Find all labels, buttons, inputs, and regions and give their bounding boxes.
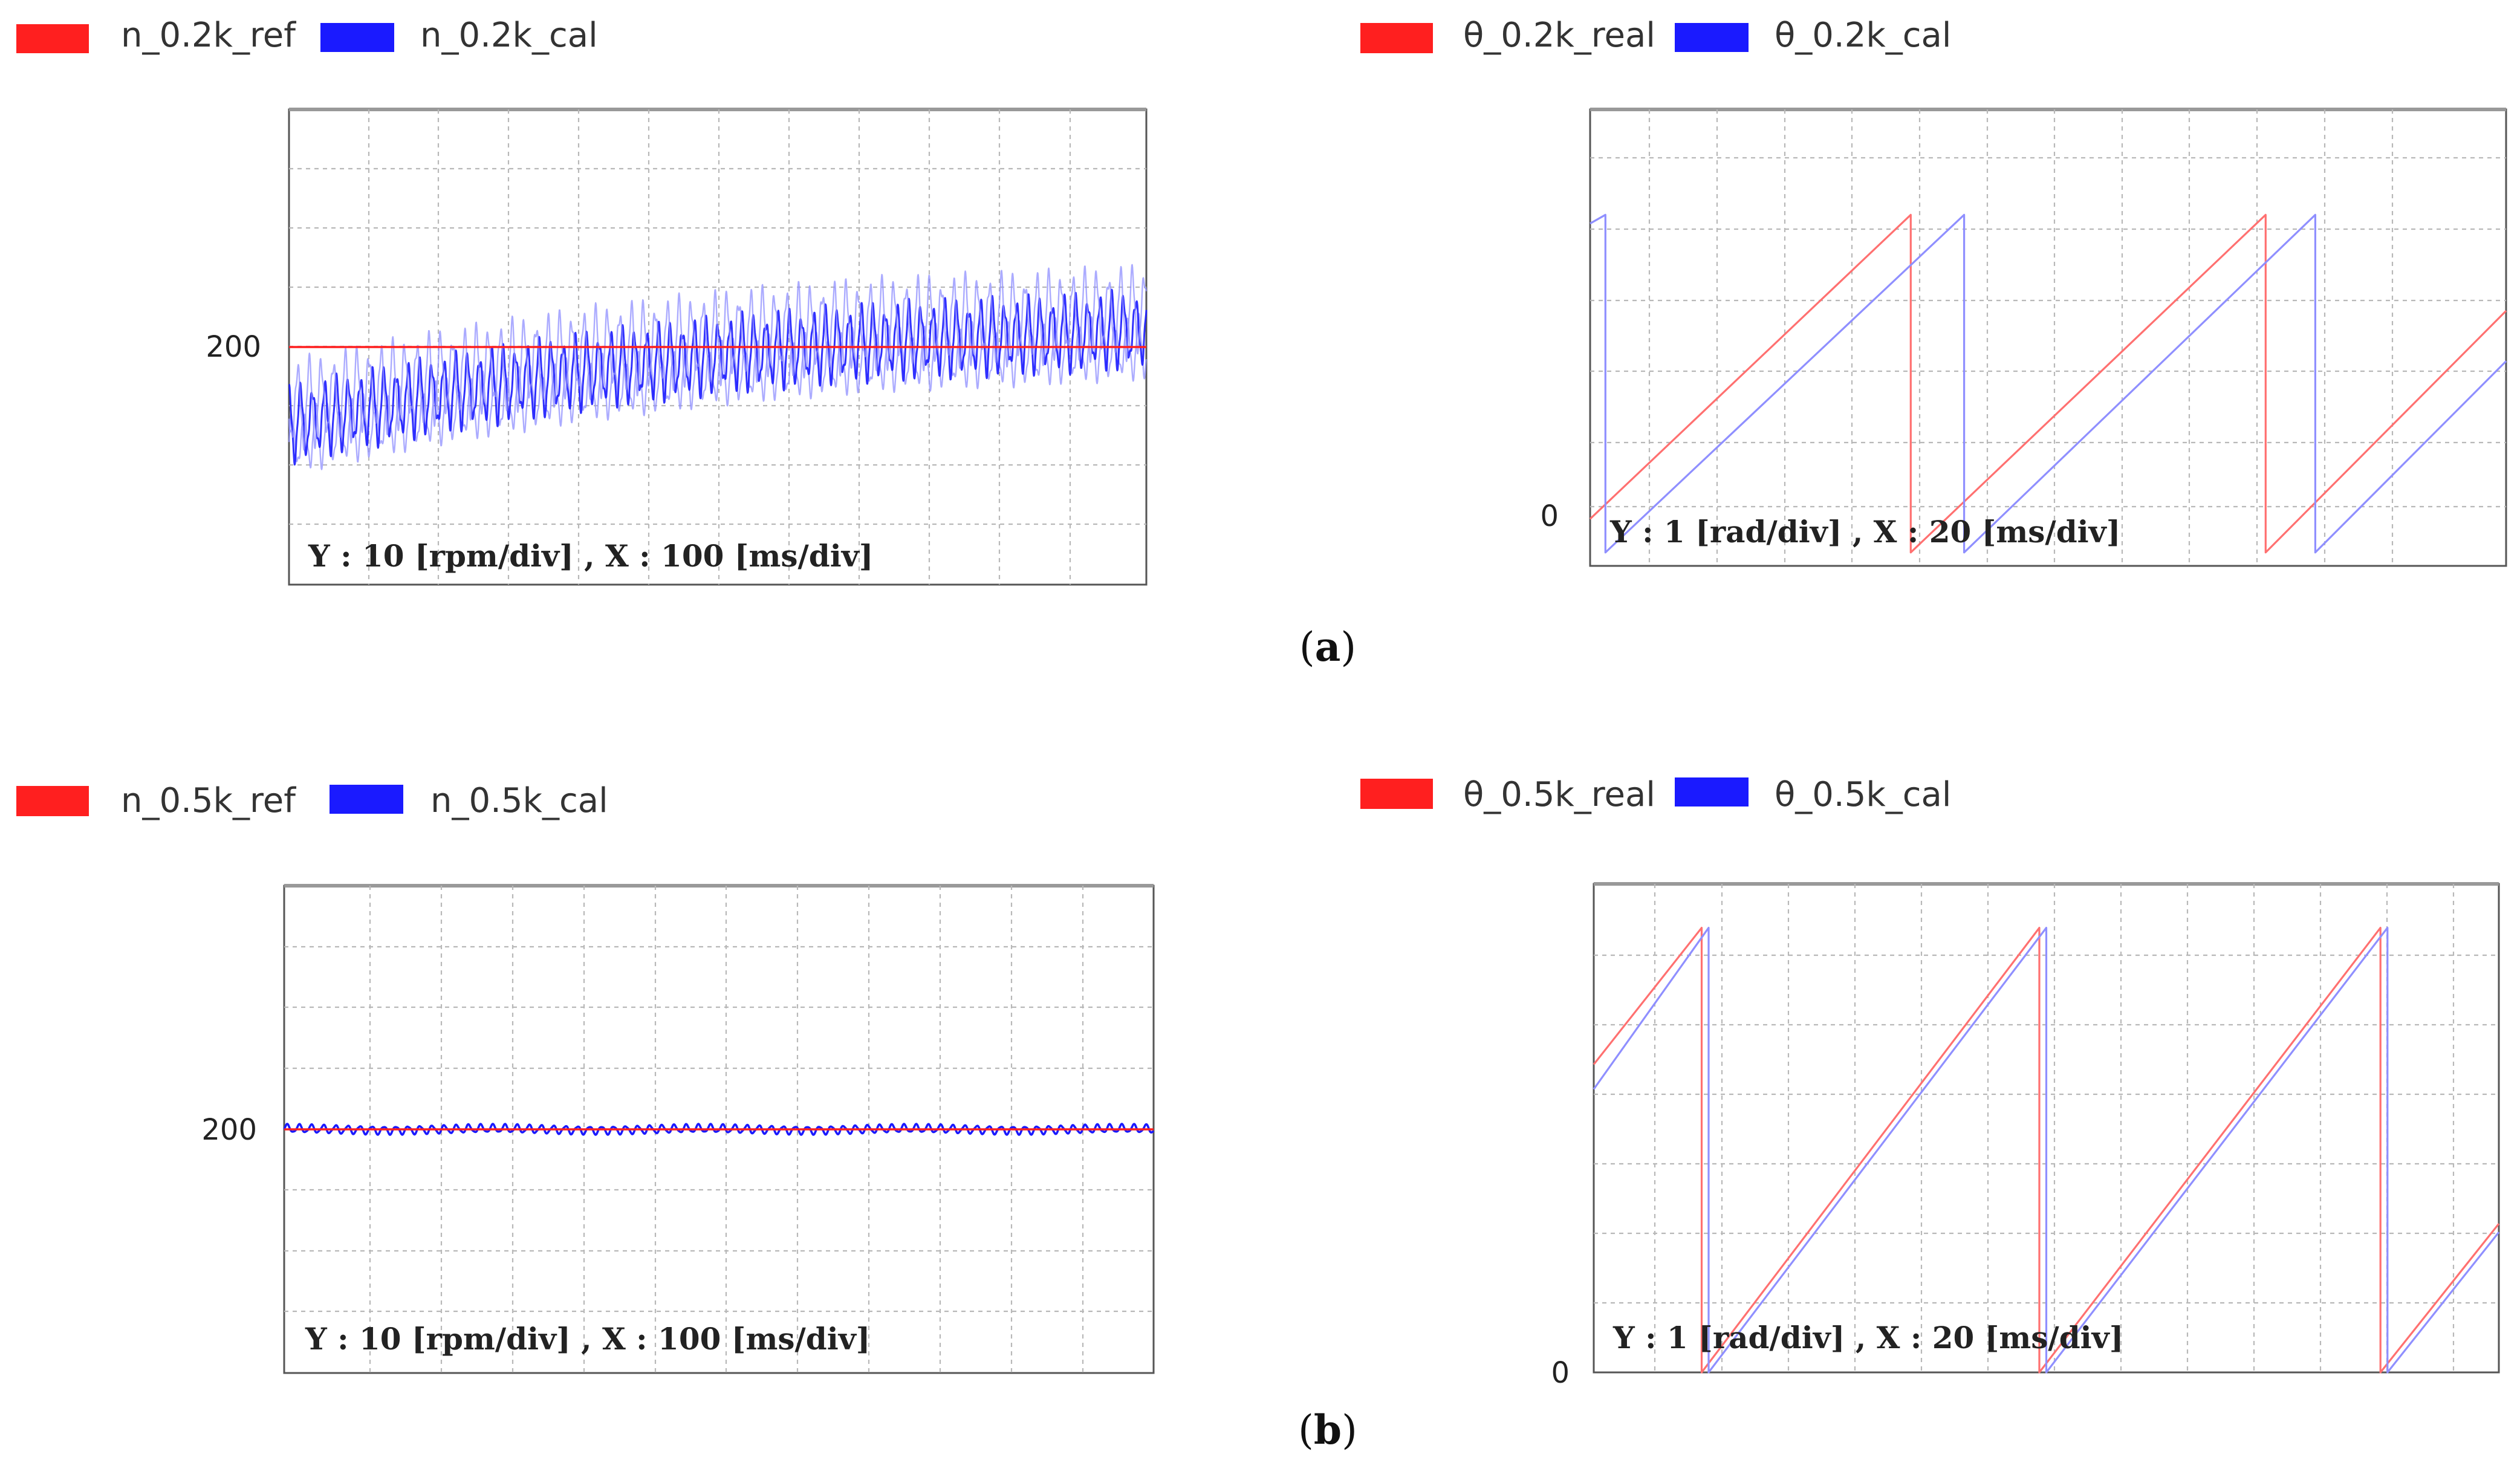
legend-label-cal: n_0.2k_cal [420, 16, 598, 55]
subfigure-label-b: (b) [1298, 1406, 1357, 1453]
series-line-n-0-2k-cal-2 [288, 264, 1148, 451]
y-tick-label-a-angle: 0 [1540, 499, 1559, 533]
y-tick-label-b-speed: 200 [201, 1113, 257, 1147]
legend-label-cal: n_0.5k_cal [430, 781, 608, 820]
legend-swatch-ref [16, 24, 89, 53]
series-line--0-2k-cal [1590, 213, 2507, 554]
legend-swatch-ref [16, 786, 89, 816]
legend-swatch-cal [330, 785, 403, 814]
y-tick-label-b-angle: 0 [1551, 1356, 1570, 1390]
axis-info-b-speed: Y : 10 [rpm/div] , X : 100 [ms/div] [305, 1321, 870, 1357]
legend-swatch-real [1360, 779, 1433, 809]
legend-a-speed: n_0.2k_ref n_0.2k_cal [16, 16, 598, 55]
chart-b-speed: n_0.5k_ref n_0.5k_cal 200 Y : 10 [rpm/di… [16, 781, 1155, 1374]
chart-a-speed: n_0.2k_ref n_0.2k_cal 200 Y : 10 [rpm/di… [16, 16, 1148, 586]
series-line--0-2k-real [1589, 213, 2507, 554]
legend-b-angle: θ_0.5k_real θ_0.5k_cal [1360, 775, 1951, 814]
legend-swatch-cal [1675, 777, 1749, 807]
legend-label-cal: θ_0.2k_cal [1775, 16, 1951, 55]
legend-swatch-cal [320, 23, 394, 52]
series-group-b-speed [283, 1123, 1155, 1136]
legend-swatch-real [1360, 23, 1433, 53]
axis-info-a-angle: Y : 1 [rad/div] , X : 20 [ms/div] [1609, 514, 2120, 550]
series-line--0-5k-cal [1593, 927, 2500, 1374]
legend-label-real: θ_0.5k_real [1463, 775, 1655, 814]
chart-a-angle: θ_0.2k_real θ_0.2k_cal 0 Y : 1 [rad/div]… [1360, 16, 2507, 567]
chart-b-angle: θ_0.5k_real θ_0.5k_cal 0 Y : 1 [rad/div]… [1360, 775, 2500, 1390]
axis-info-b-angle: Y : 1 [rad/div] , X : 20 [ms/div] [1612, 1320, 2123, 1355]
legend-label-cal: θ_0.5k_cal [1775, 775, 1951, 814]
series-line-n-0-2k-cal-0 [288, 313, 1148, 470]
series-group-a-speed [288, 264, 1148, 470]
legend-swatch-cal [1675, 23, 1749, 52]
legend-label-real: θ_0.2k_real [1463, 16, 1655, 55]
legend-b-speed: n_0.5k_ref n_0.5k_cal [16, 781, 608, 820]
y-tick-label-a-speed: 200 [206, 330, 261, 364]
plot-frame-a-angle [1589, 108, 2507, 567]
series-line--0-5k-real [1593, 927, 2500, 1374]
axis-info-a-speed: Y : 10 [rpm/div] , X : 100 [ms/div] [308, 538, 873, 574]
subfigure-label-a: (a) [1299, 623, 1356, 670]
series-group-b-angle [1593, 927, 2500, 1374]
legend-label-ref: n_0.5k_ref [121, 781, 296, 820]
series-group-a-angle [1589, 213, 2507, 554]
legend-label-ref: n_0.2k_ref [121, 16, 296, 55]
grid-a-angle [1590, 109, 2506, 566]
legend-a-angle: θ_0.2k_real θ_0.2k_cal [1360, 16, 1951, 55]
